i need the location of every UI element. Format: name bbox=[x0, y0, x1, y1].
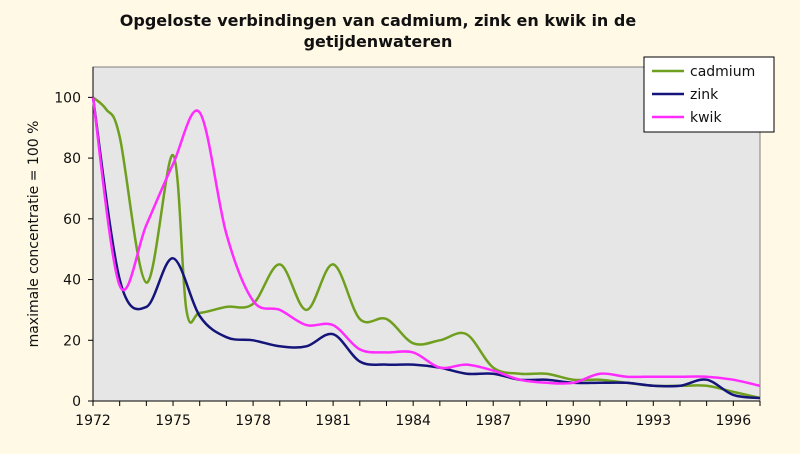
x-tick-label: 1981 bbox=[315, 413, 351, 429]
y-tick-label: 100 bbox=[54, 90, 81, 106]
y-tick-label: 80 bbox=[63, 151, 81, 167]
legend: cadmium zink kwik bbox=[643, 56, 775, 133]
y-tick-label: 20 bbox=[63, 333, 81, 349]
chart-marks: 0 20 40 60 80 100 1972 1975 1978 1981 1984 1987 1990… bbox=[54, 67, 761, 429]
x-tick-label: 1993 bbox=[635, 413, 671, 429]
x-tick-label: 1990 bbox=[555, 413, 591, 429]
chart-title-line-2: getijdenwateren bbox=[304, 32, 453, 51]
y-tick-label: 60 bbox=[63, 212, 81, 228]
x-tick-label: 1987 bbox=[475, 413, 511, 429]
x-tick-label: 1984 bbox=[395, 413, 431, 429]
x-tick-label: 1975 bbox=[155, 413, 191, 429]
y-tick-label: 40 bbox=[63, 273, 81, 289]
series-line-kwik bbox=[91, 97, 761, 388]
legend-label-zink: zink bbox=[690, 87, 719, 103]
x-tick-label: 1978 bbox=[235, 413, 271, 429]
chart-title-line-1: Opgeloste verbindingen van cadmium, zink… bbox=[120, 11, 637, 30]
y-axis-label: maximale concentratie = 100 % bbox=[26, 121, 42, 348]
x-tick-label: 1996 bbox=[715, 413, 751, 429]
x-tick-label: 1972 bbox=[75, 413, 111, 429]
legend-label-cadmium: cadmium bbox=[690, 64, 755, 80]
series-line-zink bbox=[91, 97, 761, 400]
y-tick-label: 0 bbox=[72, 394, 81, 410]
legend-label-kwik: kwik bbox=[690, 110, 722, 126]
